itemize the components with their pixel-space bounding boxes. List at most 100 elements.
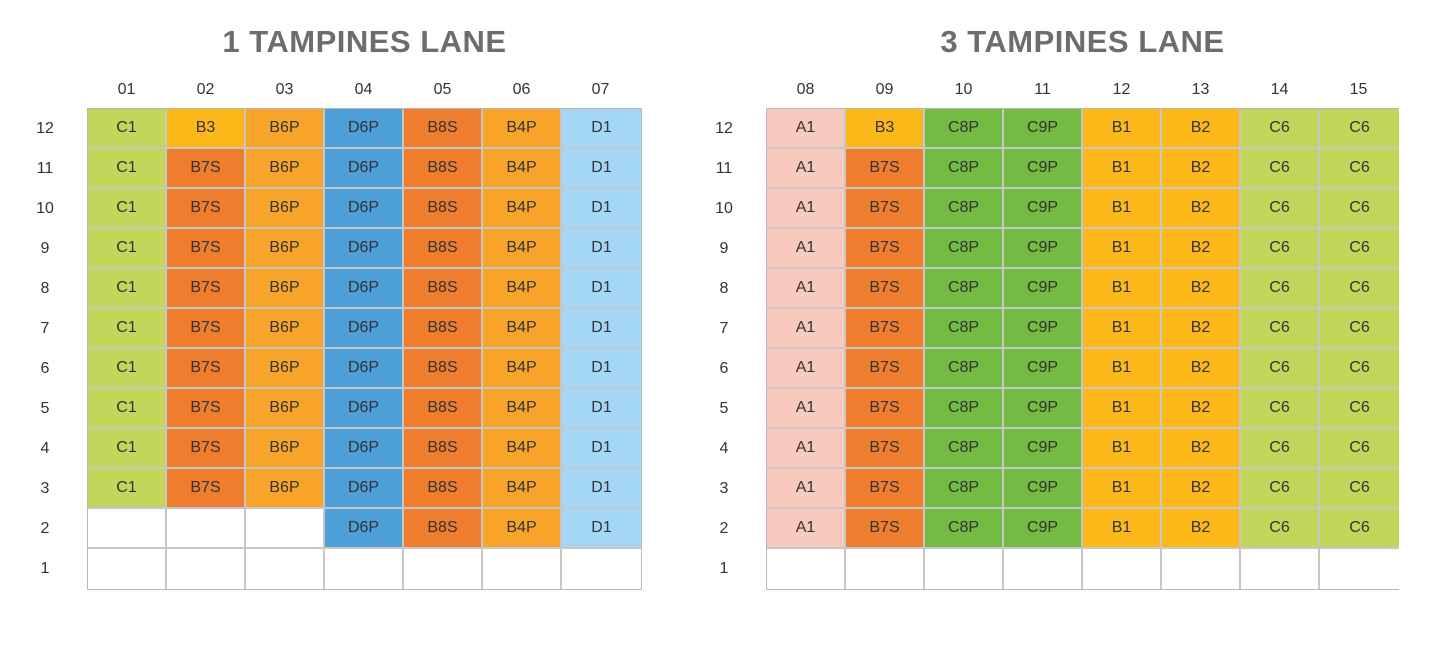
floor-label: 10: [715, 200, 733, 217]
unit-cell: D6P: [325, 389, 404, 429]
empty-unit-cell: [167, 549, 246, 589]
unit-cell: B8S: [404, 469, 483, 509]
unit-cell: C9P: [1004, 309, 1083, 349]
floor-label: 3: [40, 480, 50, 497]
unit-cell: B6P: [246, 189, 325, 229]
unit-cell: C8P: [925, 309, 1004, 349]
block-title: 1 TAMPINES LANE: [222, 24, 507, 59]
unit-cell: C8P: [925, 429, 1004, 469]
unit-cell: B4P: [483, 109, 562, 149]
floor-label: 5: [719, 400, 729, 417]
unit-cell: B2: [1162, 269, 1241, 309]
floor-label: 7: [719, 320, 729, 337]
unit-column-label: 06: [512, 81, 531, 98]
unit-cell: D6P: [325, 469, 404, 509]
unit-cell: B2: [1162, 429, 1241, 469]
floor-label: 9: [719, 240, 729, 257]
unit-cell: B1: [1083, 349, 1162, 389]
unit-cell: A1: [767, 269, 846, 309]
unit-cell: B2: [1162, 109, 1241, 149]
unit-cell: B8S: [404, 109, 483, 149]
unit-cell: D1: [562, 509, 641, 549]
unit-cell: B6P: [246, 349, 325, 389]
unit-cell: B6P: [246, 389, 325, 429]
unit-cell: B8S: [404, 509, 483, 549]
unit-cell: B8S: [404, 189, 483, 229]
unit-cell: B7S: [846, 349, 925, 389]
unit-cell: D1: [562, 109, 641, 149]
unit-cell: C9P: [1004, 109, 1083, 149]
unit-cell: D6P: [325, 109, 404, 149]
unit-cell: C6: [1320, 429, 1399, 469]
unit-cell: D1: [562, 229, 641, 269]
unit-cell: C1: [88, 349, 167, 389]
unit-cell: B1: [1083, 469, 1162, 509]
unit-cell: B2: [1162, 389, 1241, 429]
unit-cell: C6: [1320, 229, 1399, 269]
unit-column-label: 10: [954, 81, 973, 98]
unit-cell: A1: [767, 349, 846, 389]
unit-cell: B7S: [167, 149, 246, 189]
unit-cell: B2: [1162, 229, 1241, 269]
floor-label: 4: [40, 440, 50, 457]
unit-cell: B7S: [846, 389, 925, 429]
unit-cell: D1: [562, 149, 641, 189]
unit-cell: C6: [1320, 189, 1399, 229]
block-title: 3 TAMPINES LANE: [940, 24, 1225, 59]
unit-column-label: 07: [591, 81, 610, 98]
unit-cell: C6: [1320, 509, 1399, 549]
floor-label: 1: [40, 560, 50, 577]
unit-cell: B1: [1083, 269, 1162, 309]
unit-cell: D6P: [325, 309, 404, 349]
unit-cell: B7S: [846, 149, 925, 189]
floor-label: 3: [719, 480, 729, 497]
unit-cell: C6: [1241, 469, 1320, 509]
unit-cell: A1: [767, 149, 846, 189]
unit-cell: B4P: [483, 469, 562, 509]
empty-unit-cell: [246, 549, 325, 589]
floor-label: 9: [40, 240, 50, 257]
unit-cell: D6P: [325, 269, 404, 309]
unit-cell: C1: [88, 229, 167, 269]
empty-unit-cell: [167, 509, 246, 549]
unit-cell: B7S: [167, 269, 246, 309]
unit-cell: C8P: [925, 229, 1004, 269]
floor-label: 7: [40, 320, 50, 337]
empty-unit-cell: [1241, 549, 1320, 589]
unit-cell: C9P: [1004, 509, 1083, 549]
unit-cell: B7S: [167, 429, 246, 469]
unit-cell: C8P: [925, 189, 1004, 229]
unit-cell: B1: [1083, 109, 1162, 149]
unit-cell: D6P: [325, 189, 404, 229]
unit-cell: D1: [562, 389, 641, 429]
unit-cell: C9P: [1004, 469, 1083, 509]
floor-label: 2: [40, 520, 50, 537]
unit-cell: B4P: [483, 509, 562, 549]
unit-column-label: 03: [275, 81, 294, 98]
unit-cell: A1: [767, 189, 846, 229]
unit-cell: C9P: [1004, 229, 1083, 269]
empty-unit-cell: [1083, 549, 1162, 589]
empty-unit-cell: [925, 549, 1004, 589]
unit-cell: A1: [767, 109, 846, 149]
floor-label: 6: [719, 360, 729, 377]
unit-cell: B7S: [846, 229, 925, 269]
unit-cell: B7S: [846, 309, 925, 349]
unit-cell: B7S: [167, 189, 246, 229]
unit-cell: B2: [1162, 349, 1241, 389]
floor-label: 5: [40, 400, 50, 417]
unit-cell: C9P: [1004, 189, 1083, 229]
unit-cell: C6: [1241, 389, 1320, 429]
floor-label: 1: [719, 560, 729, 577]
unit-cell: C6: [1320, 309, 1399, 349]
unit-cell: C9P: [1004, 269, 1083, 309]
unit-cell: C6: [1241, 429, 1320, 469]
unit-cell: B2: [1162, 309, 1241, 349]
empty-unit-cell: [246, 509, 325, 549]
unit-cell: D1: [562, 189, 641, 229]
unit-cell: B7S: [167, 229, 246, 269]
unit-cell: C9P: [1004, 429, 1083, 469]
unit-cell: B6P: [246, 429, 325, 469]
unit-cell: B4P: [483, 429, 562, 469]
unit-cell: B6P: [246, 469, 325, 509]
